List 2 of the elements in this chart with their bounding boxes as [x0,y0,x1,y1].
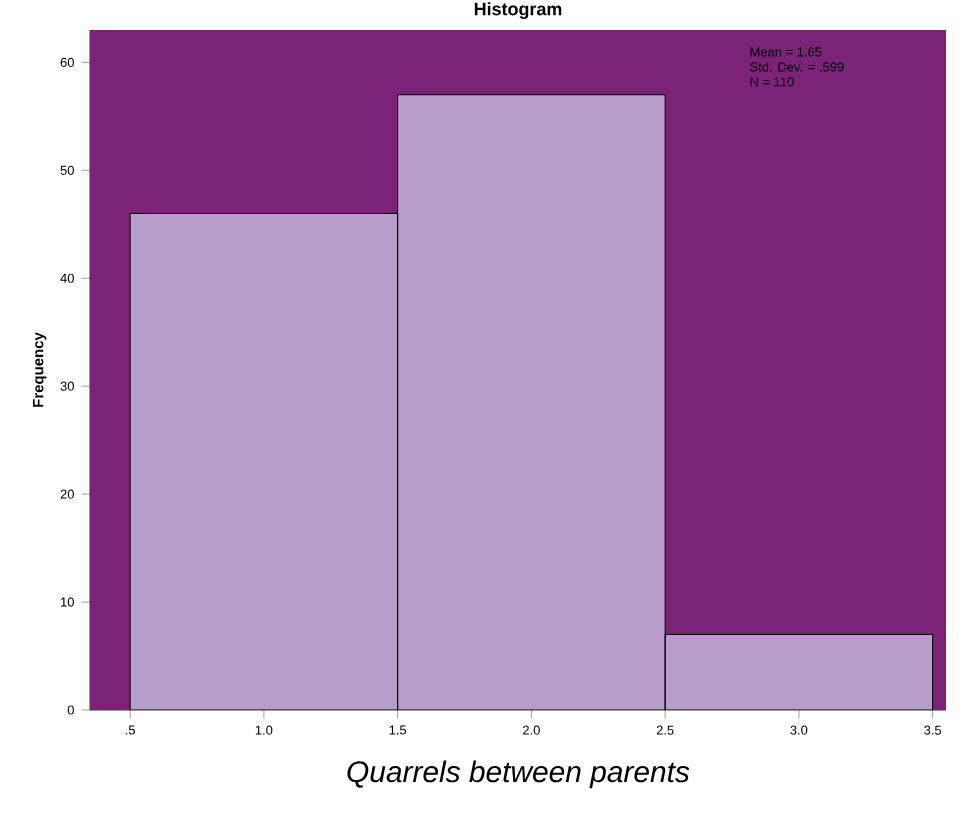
x-axis-title: Quarrels between parents [347,760,690,789]
chart-title: Histogram [474,2,562,20]
